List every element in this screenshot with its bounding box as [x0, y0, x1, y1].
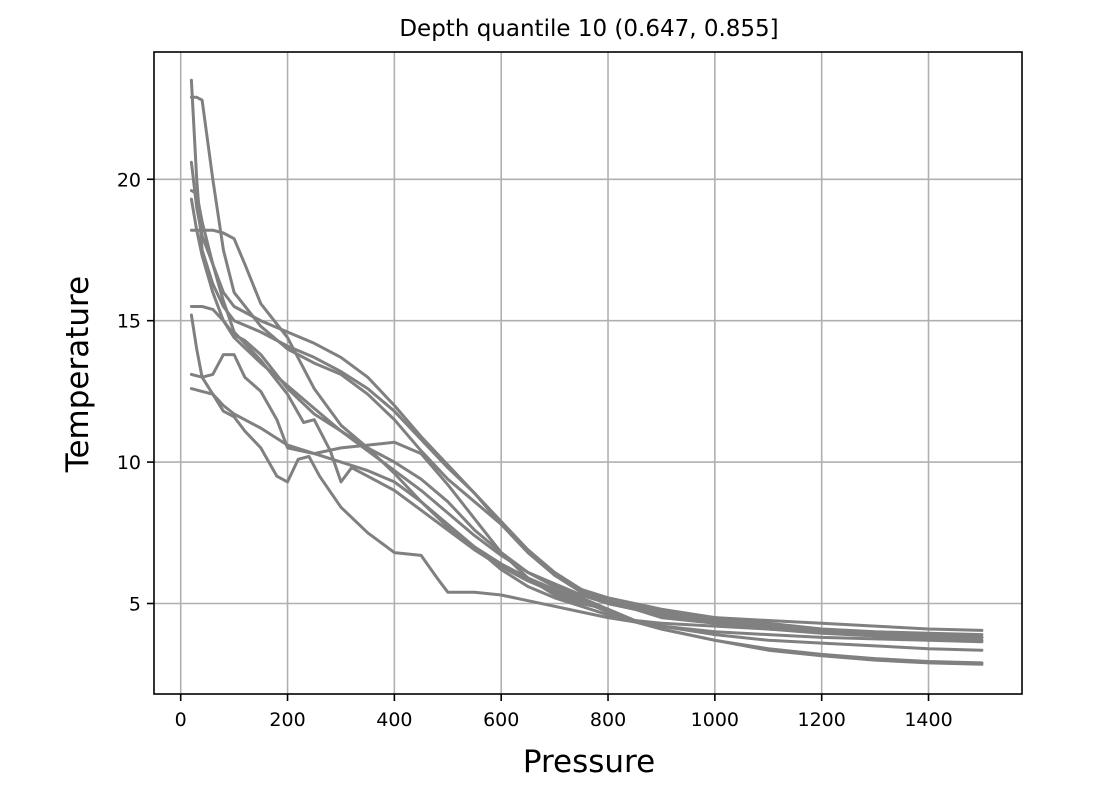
series-line-2 — [189, 95, 984, 637]
series-line-10 — [189, 387, 984, 652]
x-tick-label: 400 — [376, 709, 412, 731]
y-tick-label: 15 — [117, 311, 141, 333]
series-line-8 — [189, 313, 984, 665]
series-group — [189, 78, 984, 666]
series-line-6 — [189, 228, 984, 644]
x-tick-label: 800 — [590, 709, 626, 731]
x-axis-label: Pressure — [523, 744, 655, 780]
x-axis: 0 200 400 600 800 1000 1200 1400 — [175, 694, 953, 731]
y-axis: 5 10 15 20 — [117, 169, 154, 615]
series-line-4 — [189, 189, 984, 639]
plot-frame — [153, 51, 1023, 695]
x-tick-label: 200 — [269, 709, 305, 731]
x-tick-label: 1200 — [798, 709, 846, 731]
series-line-9 — [189, 353, 984, 666]
x-tick-label: 1000 — [691, 709, 739, 731]
x-tick-label: 0 — [175, 709, 187, 731]
y-tick-label: 5 — [129, 593, 141, 615]
y-tick-label: 20 — [117, 169, 141, 191]
chart-title: Depth quantile 10 (0.647, 0.855] — [399, 16, 778, 42]
x-tick-label: 1400 — [904, 709, 952, 731]
y-axis-label: Temperature — [60, 276, 96, 473]
series-line-7 — [189, 305, 984, 639]
series-line-3 — [189, 160, 984, 639]
x-tick-label: 600 — [483, 709, 519, 731]
series-line-1 — [189, 78, 984, 632]
y-tick-label: 10 — [117, 452, 141, 474]
